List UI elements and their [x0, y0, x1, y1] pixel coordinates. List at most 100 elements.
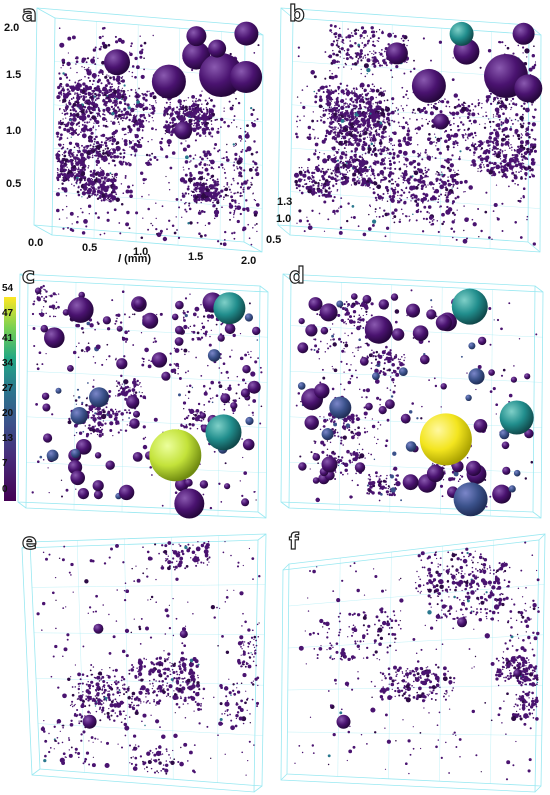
pore	[419, 210, 422, 213]
pore	[62, 86, 64, 88]
pore	[332, 49, 334, 52]
pore	[452, 141, 456, 146]
pore	[103, 157, 105, 160]
pore	[223, 239, 226, 241]
pore	[250, 350, 252, 353]
pore	[209, 184, 211, 187]
pore	[198, 419, 201, 422]
pore	[66, 137, 69, 139]
pore	[398, 125, 401, 127]
pore	[413, 178, 417, 182]
pore	[192, 100, 194, 102]
pore	[200, 171, 204, 174]
pore	[334, 134, 337, 136]
pore	[380, 108, 385, 113]
pore	[373, 181, 377, 185]
pore	[197, 198, 199, 201]
pore	[366, 67, 371, 73]
pore	[171, 224, 175, 227]
pore	[487, 95, 491, 99]
pore	[483, 157, 486, 160]
pore	[119, 102, 122, 104]
pore	[346, 109, 348, 112]
pore	[112, 88, 114, 91]
large-pore	[411, 68, 446, 103]
pore	[351, 100, 353, 102]
pore	[179, 100, 181, 102]
pore	[373, 127, 375, 129]
pore	[190, 122, 193, 126]
pore	[360, 72, 362, 75]
pore	[191, 118, 193, 121]
pore	[384, 130, 387, 133]
pore	[343, 66, 345, 68]
pore	[463, 205, 465, 207]
pore	[132, 392, 135, 394]
pore	[412, 213, 414, 215]
pore	[331, 199, 335, 202]
pore	[120, 39, 125, 44]
pore	[105, 90, 109, 95]
pore	[366, 175, 368, 177]
pore	[335, 97, 339, 101]
pore	[396, 154, 400, 158]
pore	[208, 113, 211, 115]
pore	[160, 137, 164, 140]
pore	[136, 100, 140, 105]
pore	[496, 97, 499, 100]
pore	[200, 201, 202, 204]
pore	[353, 119, 358, 125]
pore	[97, 106, 100, 109]
pore	[199, 164, 201, 166]
pore	[36, 367, 40, 371]
pore	[449, 168, 452, 172]
pore	[111, 136, 114, 139]
pore	[369, 96, 375, 101]
pore	[61, 153, 64, 156]
pore	[371, 112, 374, 115]
pore	[406, 166, 408, 168]
pore	[74, 86, 77, 90]
pore	[470, 123, 473, 125]
pore	[235, 392, 238, 395]
pore	[248, 237, 251, 240]
pore	[121, 116, 123, 119]
pore	[102, 73, 104, 75]
pore	[76, 71, 78, 74]
pore	[407, 181, 411, 185]
pore	[198, 186, 203, 191]
pore	[83, 112, 85, 114]
pore	[339, 56, 341, 58]
pore	[136, 127, 141, 132]
pore	[479, 154, 482, 158]
pore	[359, 84, 362, 87]
pore	[445, 159, 449, 163]
pore	[501, 108, 503, 111]
pore	[436, 170, 438, 173]
pore	[252, 193, 254, 195]
pore	[337, 122, 340, 125]
pore	[241, 160, 243, 163]
pore	[220, 189, 224, 193]
pore	[184, 112, 188, 117]
pore	[106, 78, 110, 83]
pore	[531, 122, 537, 127]
pore	[364, 93, 368, 97]
pore	[123, 355, 126, 358]
pore	[254, 120, 256, 122]
pore	[525, 132, 530, 137]
pore	[480, 144, 482, 147]
pore	[373, 177, 376, 180]
pore	[338, 162, 340, 165]
pore	[528, 175, 532, 179]
pore	[519, 165, 523, 170]
pore	[118, 123, 120, 125]
pore	[334, 104, 336, 107]
pore	[233, 211, 236, 213]
pore	[135, 108, 137, 110]
pore	[66, 166, 68, 168]
pore	[114, 96, 116, 99]
pore	[188, 204, 191, 207]
pore	[356, 123, 359, 126]
pore	[495, 133, 500, 138]
